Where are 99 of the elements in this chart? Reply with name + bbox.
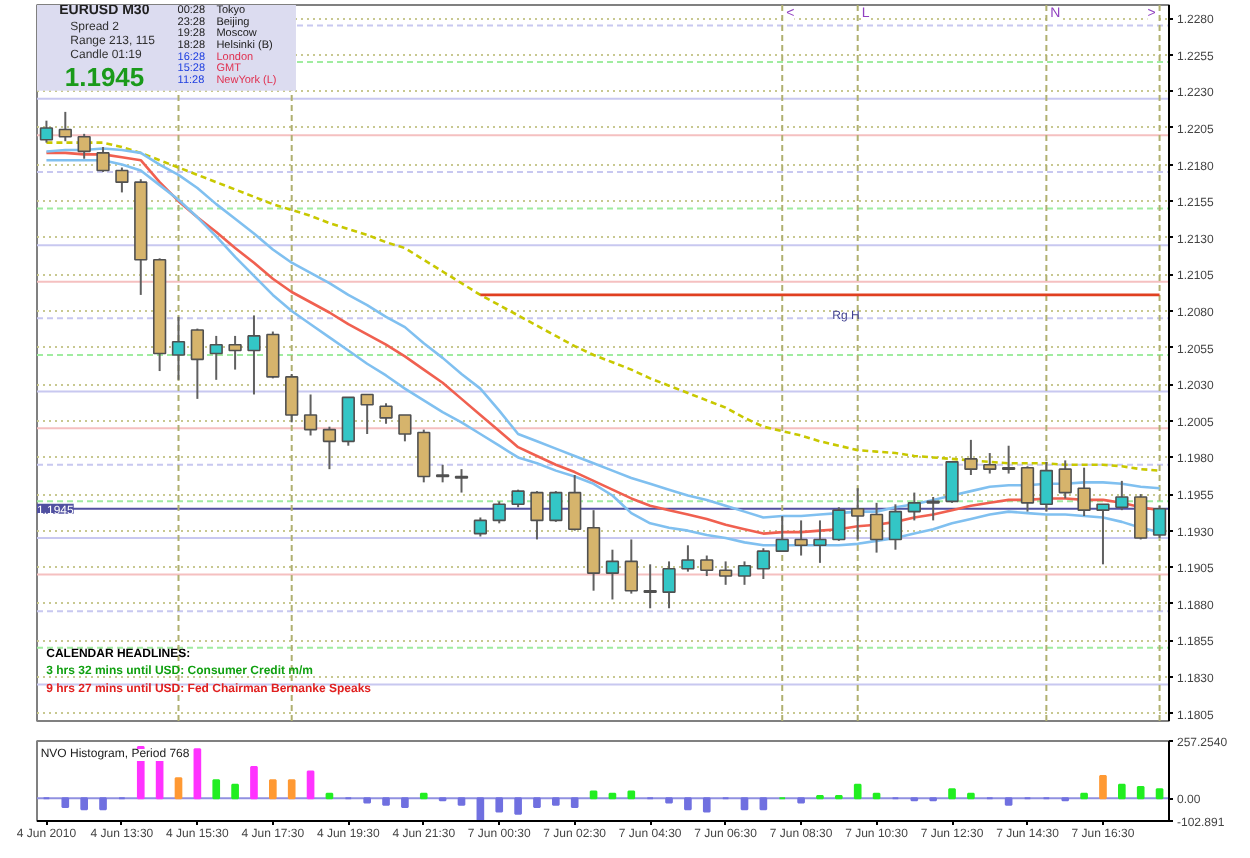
- bar: [382, 797, 390, 806]
- candlestick: [851, 487, 865, 541]
- bar: [570, 797, 579, 809]
- bar: [1099, 774, 1107, 800]
- candlestick: [700, 554, 714, 578]
- bar: [174, 777, 183, 800]
- candlestick: [417, 428, 431, 484]
- candlestick: [756, 547, 771, 580]
- bar: [269, 779, 277, 800]
- bar: [1004, 797, 1013, 806]
- bar: [250, 766, 258, 800]
- bar: [306, 770, 315, 800]
- bar: [1080, 792, 1088, 800]
- candlestick: [1001, 444, 1016, 475]
- candlestick: [247, 314, 261, 396]
- bar: [589, 790, 598, 800]
- candlestick: [530, 490, 544, 541]
- candlestick: [77, 132, 91, 160]
- bar: [495, 797, 504, 813]
- candlestick: [492, 500, 506, 525]
- candlestick: [681, 544, 695, 573]
- candlestick: [605, 548, 620, 601]
- bar: [740, 797, 749, 811]
- candlestick: [907, 491, 921, 522]
- bar: [193, 748, 202, 800]
- bar: [325, 792, 334, 800]
- candlestick: [190, 327, 205, 400]
- bar: [1155, 788, 1164, 800]
- candlestick: [39, 119, 54, 144]
- bar: [608, 792, 617, 800]
- candlestick: [379, 402, 393, 425]
- bar: [514, 797, 522, 815]
- bar: [419, 792, 428, 800]
- bar: [457, 797, 466, 806]
- bar: [231, 783, 239, 800]
- bar: [476, 797, 485, 821]
- candlestick: [945, 460, 959, 504]
- bar: [1136, 786, 1145, 800]
- annotation: 1.1945: [64, 62, 145, 93]
- bar: [797, 797, 805, 804]
- bar: [401, 797, 409, 809]
- candlestick: [1058, 459, 1072, 500]
- bar: [684, 797, 692, 811]
- candlestick: [775, 515, 789, 553]
- candlestick: [266, 330, 280, 380]
- bar: [61, 797, 70, 809]
- candlestick: [58, 110, 72, 143]
- bar: [853, 783, 862, 800]
- bar: [363, 797, 371, 804]
- candlestick: [624, 538, 638, 595]
- candlestick: [737, 560, 752, 586]
- candlestick: [285, 372, 299, 424]
- candlestick: [926, 495, 940, 522]
- bar: [702, 797, 711, 813]
- candlestick: [96, 146, 110, 173]
- candlestick: [473, 516, 488, 538]
- bar: [627, 790, 636, 800]
- candlestick: [568, 474, 582, 532]
- candlestick: [1039, 460, 1054, 513]
- candlestick: [209, 334, 223, 381]
- candlestick: [964, 438, 978, 477]
- bar: [759, 797, 768, 811]
- candlestick: [869, 501, 884, 554]
- candlestick: [322, 425, 337, 471]
- candlestick: [794, 519, 808, 557]
- bar: [665, 797, 673, 804]
- candlestick: [115, 166, 129, 194]
- candlestick: [813, 519, 827, 564]
- candlestick: [549, 490, 563, 523]
- candlestick: [586, 509, 601, 592]
- bar: [967, 792, 975, 800]
- candlestick: [1134, 493, 1148, 541]
- candlestick: [171, 315, 186, 381]
- candlestick: [454, 468, 469, 494]
- candlestick: [1115, 479, 1129, 512]
- candlestick: [228, 334, 242, 371]
- candlestick: [983, 452, 997, 475]
- candlestick: [718, 560, 733, 586]
- bar: [1118, 783, 1126, 800]
- candlestick: [1096, 503, 1110, 566]
- candlestick: [360, 393, 374, 436]
- candlestick: [643, 563, 657, 610]
- candlestick: [341, 396, 355, 447]
- candlestick: [1020, 465, 1035, 513]
- candlestick: [398, 413, 412, 443]
- candlestick: [1152, 504, 1167, 539]
- candlestick: [1077, 466, 1091, 518]
- candlestick: [662, 560, 676, 610]
- candlestick: [832, 506, 846, 542]
- bar: [212, 779, 221, 800]
- candlestick: [303, 393, 318, 437]
- bar: [287, 779, 296, 800]
- bar: [948, 788, 956, 800]
- bar: [80, 797, 88, 811]
- bar: [552, 797, 560, 806]
- bar: [533, 797, 541, 809]
- bar: [872, 792, 881, 800]
- bar: [99, 797, 107, 811]
- candlestick: [888, 503, 903, 551]
